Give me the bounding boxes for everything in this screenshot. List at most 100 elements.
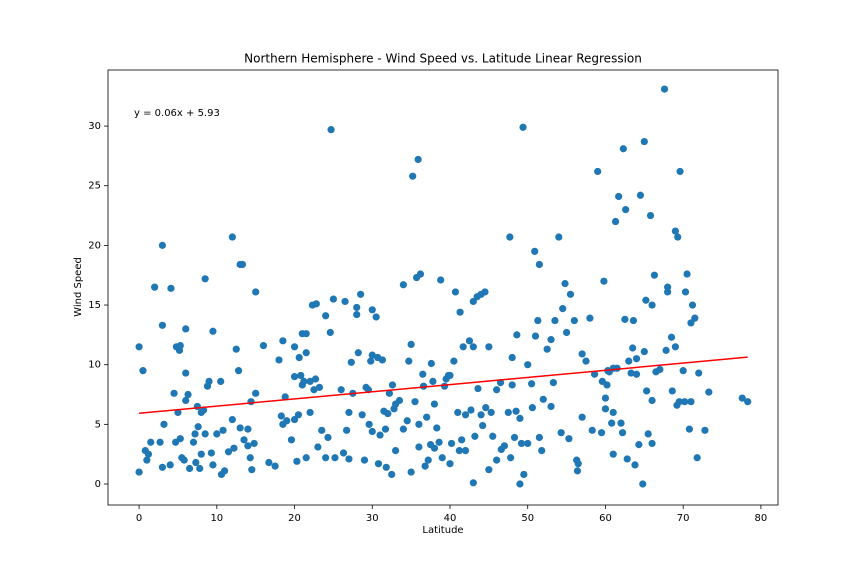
point — [531, 332, 540, 340]
point — [322, 312, 330, 320]
point — [295, 353, 303, 362]
point — [322, 454, 330, 462]
point — [687, 398, 695, 406]
point — [160, 420, 168, 428]
point — [244, 425, 252, 433]
point — [275, 356, 283, 364]
point — [407, 468, 415, 476]
point — [565, 435, 573, 443]
point — [376, 431, 384, 439]
point — [259, 342, 268, 350]
point — [353, 303, 361, 312]
point — [200, 406, 208, 414]
point — [430, 400, 439, 408]
point — [524, 361, 532, 369]
point — [290, 343, 299, 351]
point — [508, 353, 516, 362]
point — [180, 456, 188, 464]
point — [516, 414, 524, 422]
point — [693, 454, 701, 462]
point — [603, 381, 611, 389]
point — [290, 373, 299, 381]
point — [458, 436, 466, 444]
point — [648, 301, 656, 309]
point — [194, 423, 202, 431]
point — [632, 370, 641, 378]
point — [485, 466, 493, 474]
point — [601, 405, 610, 413]
point — [415, 420, 423, 428]
point — [341, 297, 349, 306]
point — [419, 382, 428, 390]
point — [681, 398, 689, 406]
point — [167, 284, 175, 292]
point — [230, 444, 238, 452]
point — [368, 351, 376, 359]
point — [674, 233, 682, 241]
point — [500, 442, 509, 450]
x-axis-label: Latitude — [422, 525, 463, 536]
point — [345, 455, 353, 463]
point — [454, 408, 462, 417]
point — [459, 343, 467, 351]
point — [166, 461, 174, 469]
point — [423, 413, 431, 421]
point — [566, 290, 575, 298]
point — [493, 456, 501, 464]
point — [290, 415, 299, 424]
y-tick-label: 0 — [95, 479, 101, 490]
point — [481, 288, 489, 296]
point — [143, 456, 151, 464]
point — [450, 357, 458, 365]
point — [447, 439, 456, 448]
point — [621, 315, 629, 323]
point — [451, 288, 460, 296]
point — [519, 123, 527, 131]
point — [248, 466, 256, 474]
y-tick-label: 15 — [88, 300, 101, 311]
chart-title: Northern Hemisphere - Wind Speed vs. Lat… — [244, 52, 642, 66]
point — [512, 407, 520, 415]
point — [399, 281, 407, 289]
point — [695, 369, 703, 377]
point — [331, 454, 339, 462]
point — [174, 408, 182, 417]
point — [469, 297, 477, 306]
point — [337, 386, 345, 394]
point — [561, 279, 569, 288]
point — [353, 310, 361, 319]
point — [469, 343, 477, 351]
point — [528, 404, 536, 412]
point — [465, 337, 474, 345]
point — [399, 425, 407, 433]
point — [205, 377, 213, 385]
point — [147, 438, 155, 446]
point — [240, 436, 248, 444]
point — [539, 395, 547, 403]
point — [461, 446, 470, 455]
point — [671, 343, 680, 351]
point — [156, 438, 164, 446]
point — [326, 328, 334, 337]
point — [302, 454, 310, 462]
point — [388, 381, 397, 389]
point — [632, 355, 641, 363]
point — [271, 462, 279, 470]
point — [395, 396, 404, 405]
point — [228, 233, 236, 241]
point — [414, 155, 422, 164]
point — [435, 438, 443, 446]
point — [671, 227, 680, 235]
point — [192, 458, 200, 467]
point — [660, 85, 669, 93]
point — [547, 402, 555, 411]
point — [209, 461, 217, 469]
point — [640, 137, 648, 146]
point — [302, 349, 310, 357]
point — [683, 270, 691, 278]
point — [430, 444, 439, 452]
point — [520, 470, 528, 479]
point — [611, 217, 620, 226]
point — [513, 331, 521, 339]
point — [629, 316, 638, 325]
